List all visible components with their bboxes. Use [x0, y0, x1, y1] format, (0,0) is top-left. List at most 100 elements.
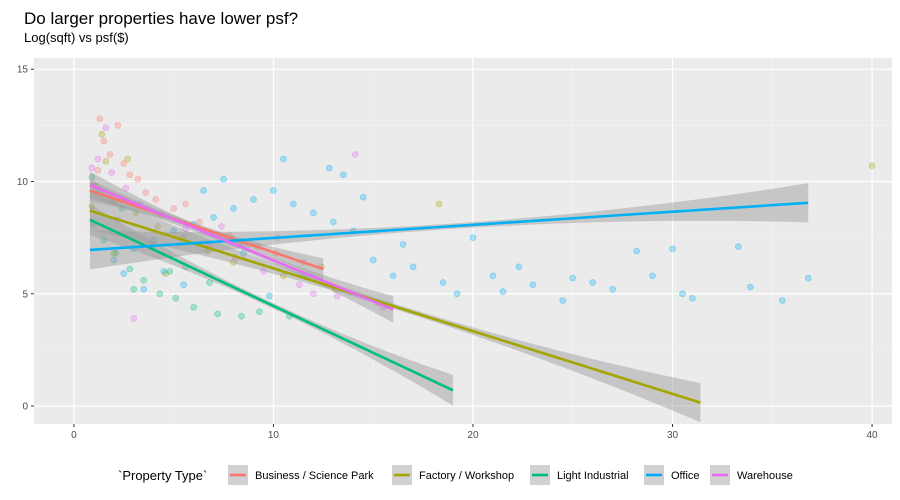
scatter-point: [735, 243, 742, 250]
scatter-point: [120, 160, 128, 167]
legend-item: Light Industrial: [530, 465, 629, 485]
scatter-point: [260, 268, 267, 275]
scatter-point: [110, 256, 118, 264]
scatter-point: [140, 285, 148, 293]
scatter-point: [499, 288, 507, 295]
scatter-point: [669, 245, 676, 253]
scatter-point: [439, 279, 447, 286]
scatter-point: [140, 276, 148, 284]
scatter-point: [88, 173, 96, 181]
scatter-point: [182, 225, 189, 232]
scatter-point: [118, 205, 126, 212]
scatter-point: [589, 279, 596, 286]
scatter-point: [172, 294, 179, 302]
scatter-point: [230, 259, 237, 266]
scatter-point: [150, 236, 158, 244]
scatter-point: [166, 268, 173, 275]
fit-line: [89, 189, 324, 271]
scatter-point: [120, 270, 128, 277]
scatter-point: [134, 175, 142, 183]
legend-label: Office: [671, 470, 700, 482]
scatter-point: [132, 209, 140, 217]
scatter-point: [98, 131, 106, 138]
scatter-point: [196, 218, 203, 226]
scatter-point: [270, 187, 277, 194]
scatter-point: [154, 223, 162, 230]
legend: `Property Type` Business / Science Park Fa…: [118, 465, 793, 485]
scatter-point: [435, 200, 443, 208]
scatter-point: [152, 196, 160, 203]
scatter-point: [330, 218, 337, 226]
scatter-point: [339, 171, 347, 179]
x-tick-label: 0: [71, 430, 77, 441]
scatter-point: [469, 234, 477, 241]
scatter-point: [310, 290, 317, 298]
scatter-point: [296, 281, 303, 289]
chart-title: Do larger properties have lower psf?: [24, 9, 298, 28]
legend-label: Warehouse: [737, 470, 793, 482]
scatter-point: [290, 200, 297, 208]
series-points: [88, 124, 387, 322]
scatter-point: [142, 189, 150, 197]
y-tick-label: 5: [22, 289, 28, 300]
scatter-point: [230, 205, 237, 212]
fit-line: [89, 201, 809, 252]
x-tick-label: 40: [866, 430, 878, 441]
y-tick-label: 0: [22, 402, 28, 413]
chart-subtitle: Log(sqft) vs psf($): [24, 30, 129, 45]
scatter-point: [326, 164, 333, 172]
scatter-point: [180, 281, 187, 289]
scatter-point: [453, 290, 461, 298]
scatter-point: [106, 151, 114, 158]
legend-title: `Property Type`: [118, 468, 207, 483]
scatter-point: [124, 155, 132, 163]
scatter-point: [88, 202, 96, 210]
scatter-point: [112, 250, 120, 257]
series-points: [110, 155, 812, 304]
scatter-point: [747, 283, 754, 291]
legend-item: Office: [644, 465, 700, 485]
scatter-point: [389, 272, 397, 280]
scatter-point: [160, 268, 167, 275]
scatter-point: [130, 285, 138, 293]
fit-line: [89, 183, 394, 311]
scatter-point: [256, 308, 263, 316]
scatter-point: [126, 171, 134, 179]
scatter-point: [102, 157, 110, 165]
scatter-point: [162, 270, 169, 277]
scatter-point: [804, 274, 812, 282]
scatter-point: [190, 303, 197, 311]
scatter-point: [206, 279, 213, 286]
legend-label: Factory / Workshop: [419, 470, 514, 482]
scatter-point: [170, 227, 177, 235]
scatter-point: [868, 162, 876, 170]
scatter-point: [280, 155, 287, 163]
scatter-point: [122, 184, 130, 192]
scatter-point: [633, 247, 640, 255]
scatter-point: [182, 200, 189, 208]
scatter-point: [220, 175, 227, 183]
legend-label: Light Industrial: [557, 470, 629, 482]
scatter-point: [130, 315, 138, 322]
legend-item: Warehouse: [710, 465, 793, 485]
scatter-point: [359, 193, 367, 201]
scatter-point: [100, 236, 108, 244]
scatter-point: [266, 292, 273, 300]
y-tick-label: 10: [17, 177, 29, 188]
scatter-point: [310, 209, 317, 217]
scatter-point: [609, 285, 616, 293]
scatter-point: [778, 297, 786, 304]
scatter-point: [529, 281, 537, 289]
plot-area: 0 10 20 30 40 0 5 10 15: [17, 58, 892, 441]
scatter-point: [102, 124, 110, 131]
scatter-point: [399, 241, 407, 248]
scatter-point: [333, 292, 341, 300]
scatter-point: [679, 290, 686, 298]
scatter-point: [96, 115, 104, 122]
scatter-point: [94, 166, 102, 174]
fit-line: [89, 218, 454, 392]
scatter-point: [240, 250, 247, 257]
panel-background: [34, 58, 892, 424]
x-tick-label: 30: [667, 430, 679, 441]
